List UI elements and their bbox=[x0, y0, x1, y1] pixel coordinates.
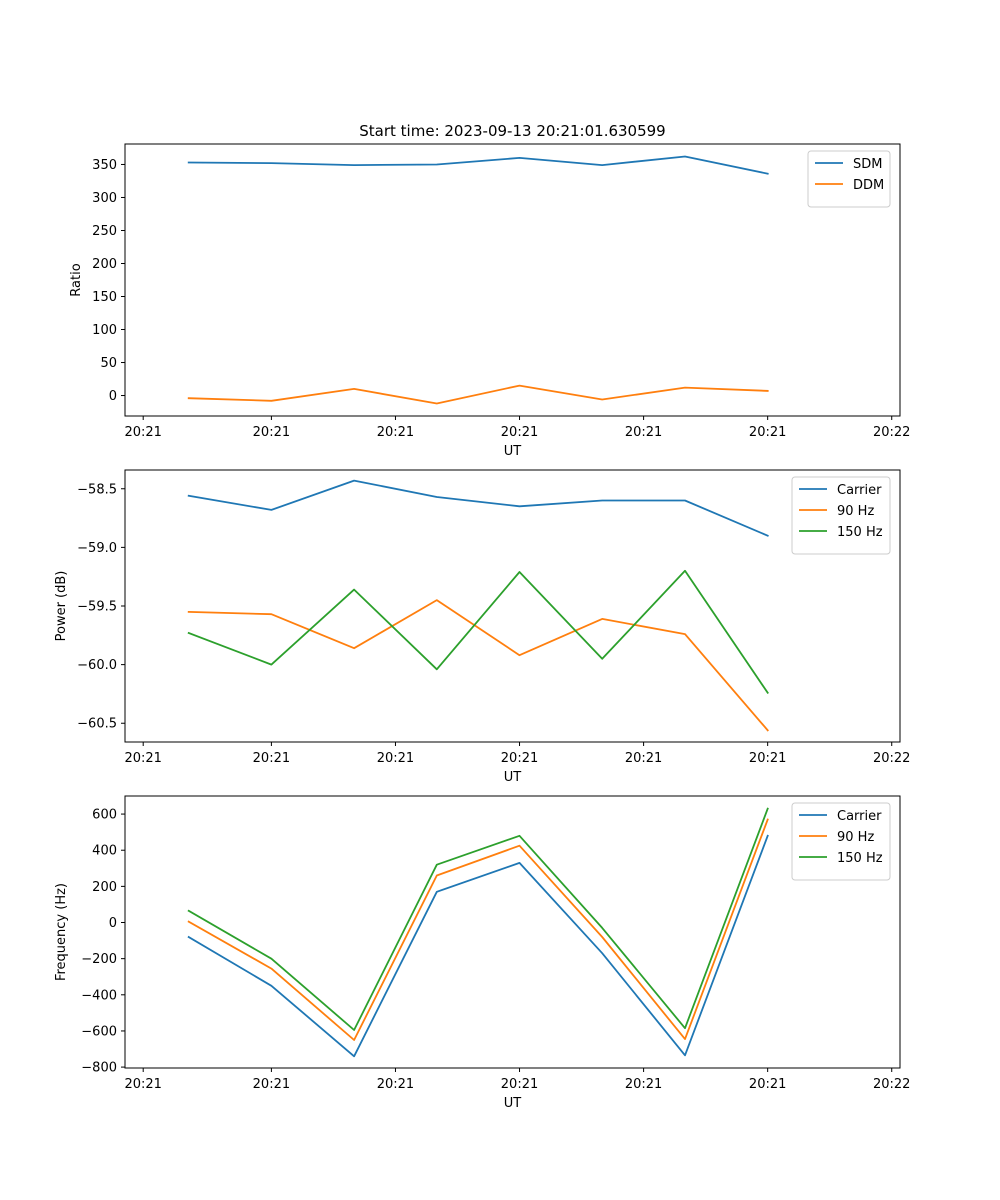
frequency-y-tick-label: 200 bbox=[92, 880, 117, 895]
power-x-tick-label: 20:21 bbox=[377, 751, 414, 766]
power-panel: 20:21 20:21 20:21 20:21 20:21 20:21 20:22 −58.5… bbox=[54, 469, 910, 785]
frequency-panel: 20:21 20:21 20:21 20:21 20:21 20:21 20:22 −800 −… bbox=[54, 795, 910, 1111]
ratio-series-sdm-line bbox=[187, 155, 769, 175]
power-x-tick-label: 20:21 bbox=[625, 751, 662, 766]
power-series-150-hz-line bbox=[187, 569, 769, 695]
power-x-tick-label: 20:21 bbox=[253, 751, 290, 766]
ratio-x-tick-label: 20:21 bbox=[377, 425, 414, 440]
frequency-y-tick-label: −200 bbox=[81, 952, 117, 967]
power-x-tick-label: 20:21 bbox=[501, 751, 538, 766]
ratio-legend: SDM DDM bbox=[807, 150, 891, 208]
power-x-tick-label: 20:21 bbox=[749, 751, 786, 766]
ratio-series-ddm-line bbox=[187, 384, 769, 405]
ratio-legend-label-sdm: SDM bbox=[853, 157, 882, 172]
ratio-y-tick-label: 150 bbox=[92, 290, 117, 305]
ratio-legend-box bbox=[807, 150, 891, 208]
power-y-tick-label: −58.5 bbox=[77, 482, 117, 497]
frequency-y-tick-label: −800 bbox=[81, 1061, 117, 1076]
ratio-y-tick-label: 300 bbox=[92, 191, 117, 206]
power-y-tick-label: −59.0 bbox=[77, 541, 117, 556]
frequency-y-tick-label: −400 bbox=[81, 988, 117, 1003]
frequency-legend-label-150-hz: 150 Hz bbox=[837, 851, 883, 866]
power-legend-label-150-hz: 150 Hz bbox=[837, 525, 883, 540]
ratio-y-tick-label: 350 bbox=[92, 158, 117, 173]
power-legend-label-carrier: Carrier bbox=[837, 483, 882, 498]
frequency-y-tick-label: 400 bbox=[92, 844, 117, 859]
power-x-tick-label: 20:22 bbox=[873, 751, 910, 766]
ratio-y-tick-label: 100 bbox=[92, 323, 117, 338]
frequency-legend: Carrier 90 Hz 150 Hz bbox=[791, 802, 891, 881]
power-y-tick-label: −60.5 bbox=[77, 717, 117, 732]
power-series-group bbox=[187, 479, 769, 732]
frequency-series-90-hz-line bbox=[187, 818, 769, 1041]
ratio-x-tick-label: 20:21 bbox=[124, 425, 161, 440]
frequency-x-tick-label: 20:21 bbox=[253, 1077, 290, 1092]
frequency-y-axis-label: Frequency (Hz) bbox=[54, 883, 69, 981]
frequency-legend-label-carrier: Carrier bbox=[837, 809, 882, 824]
ratio-x-axis-label: UT bbox=[504, 444, 522, 459]
ratio-x-tick-label: 20:21 bbox=[749, 425, 786, 440]
frequency-axes-frame bbox=[124, 795, 901, 1069]
frequency-x-axis-label: UT bbox=[504, 1096, 522, 1111]
ratio-y-axis-label: Ratio bbox=[69, 263, 84, 296]
power-legend-label-90-hz: 90 Hz bbox=[837, 504, 874, 519]
ratio-x-tick-label: 20:22 bbox=[873, 425, 910, 440]
power-x-axis-label: UT bbox=[504, 770, 522, 785]
power-y-axis-label: Power (dB) bbox=[54, 571, 69, 642]
frequency-x-tick-label: 20:22 bbox=[873, 1077, 910, 1092]
power-y-tick-label: −59.5 bbox=[77, 600, 117, 615]
ratio-x-tick-label: 20:21 bbox=[625, 425, 662, 440]
ratio-series-group bbox=[187, 155, 769, 405]
power-legend-box bbox=[791, 476, 891, 555]
frequency-legend-label-90-hz: 90 Hz bbox=[837, 830, 874, 845]
frequency-y-tick-label: −600 bbox=[81, 1024, 117, 1039]
frequency-y-tick-label: 0 bbox=[109, 916, 117, 931]
ratio-y-tick-label: 0 bbox=[109, 389, 117, 404]
power-series-90-hz-line bbox=[187, 599, 769, 732]
frequency-x-tick-label: 20:21 bbox=[749, 1077, 786, 1092]
ratio-y-tick-label: 250 bbox=[92, 224, 117, 239]
ratio-x-tick-label: 20:21 bbox=[253, 425, 290, 440]
frequency-x-tick-label: 20:21 bbox=[625, 1077, 662, 1092]
frequency-series-carrier-line bbox=[187, 834, 769, 1058]
frequency-x-tick-label: 20:21 bbox=[124, 1077, 161, 1092]
ratio-legend-label-ddm: DDM bbox=[853, 178, 884, 193]
frequency-x-tick-label: 20:21 bbox=[501, 1077, 538, 1092]
frequency-series-150-hz-line bbox=[187, 807, 769, 1031]
ratio-y-tick-label: 200 bbox=[92, 257, 117, 272]
power-x-tick-label: 20:21 bbox=[124, 751, 161, 766]
ratio-panel: 20:21 20:21 20:21 20:21 20:21 20:21 20:22 0 50 10… bbox=[69, 143, 910, 459]
ratio-y-tick-label: 50 bbox=[100, 356, 117, 371]
power-series-carrier-line bbox=[187, 479, 769, 537]
ratio-axes-frame bbox=[124, 143, 901, 417]
ratio-x-tick-label: 20:21 bbox=[501, 425, 538, 440]
frequency-legend-box bbox=[791, 802, 891, 881]
figure-title: Start time: 2023-09-13 20:21:01.630599 bbox=[359, 122, 665, 140]
frequency-series-group bbox=[187, 807, 769, 1058]
frequency-x-tick-label: 20:21 bbox=[377, 1077, 414, 1092]
frequency-y-tick-label: 600 bbox=[92, 808, 117, 823]
power-legend: Carrier 90 Hz 150 Hz bbox=[791, 476, 891, 555]
power-y-tick-label: −60.0 bbox=[77, 658, 117, 673]
